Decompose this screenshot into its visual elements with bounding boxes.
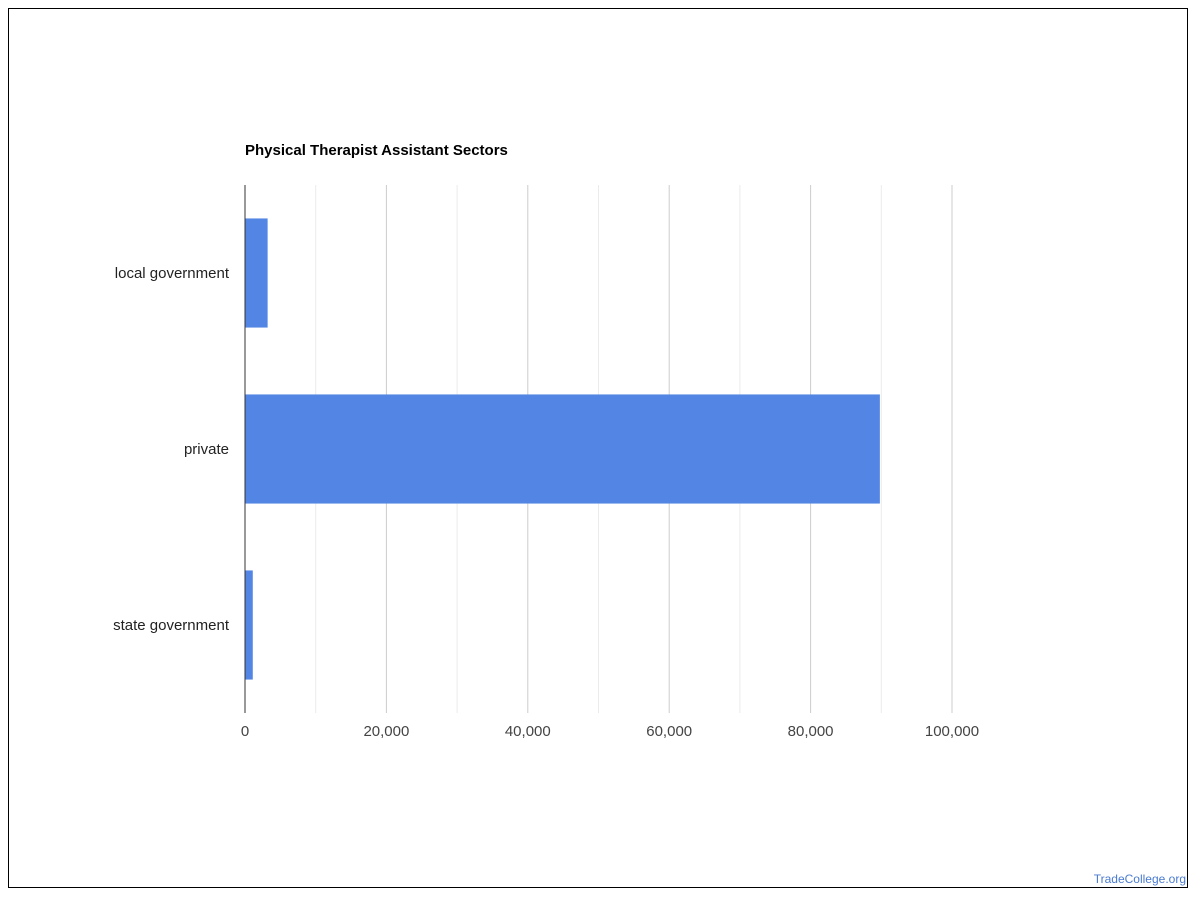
category-label: local government [115, 265, 230, 282]
category-labels: local government private state government [113, 265, 230, 634]
x-tick-label: 0 [241, 723, 249, 740]
category-label: state government [113, 617, 230, 634]
x-tick-label: 60,000 [646, 723, 692, 740]
x-tick-label: 80,000 [788, 723, 834, 740]
x-tick-label: 100,000 [925, 723, 979, 740]
x-tick-label: 20,000 [363, 723, 409, 740]
bars [245, 218, 880, 680]
watermark-link[interactable]: TradeCollege.org [1093, 872, 1186, 886]
bar [245, 394, 880, 504]
chart-title: Physical Therapist Assistant Sectors [245, 142, 508, 159]
bar [245, 218, 268, 328]
x-tick-labels: 0 20,000 40,000 60,000 80,000 100,000 [241, 723, 979, 740]
x-tick-label: 40,000 [505, 723, 551, 740]
bar [245, 570, 253, 680]
category-label: private [184, 441, 229, 458]
